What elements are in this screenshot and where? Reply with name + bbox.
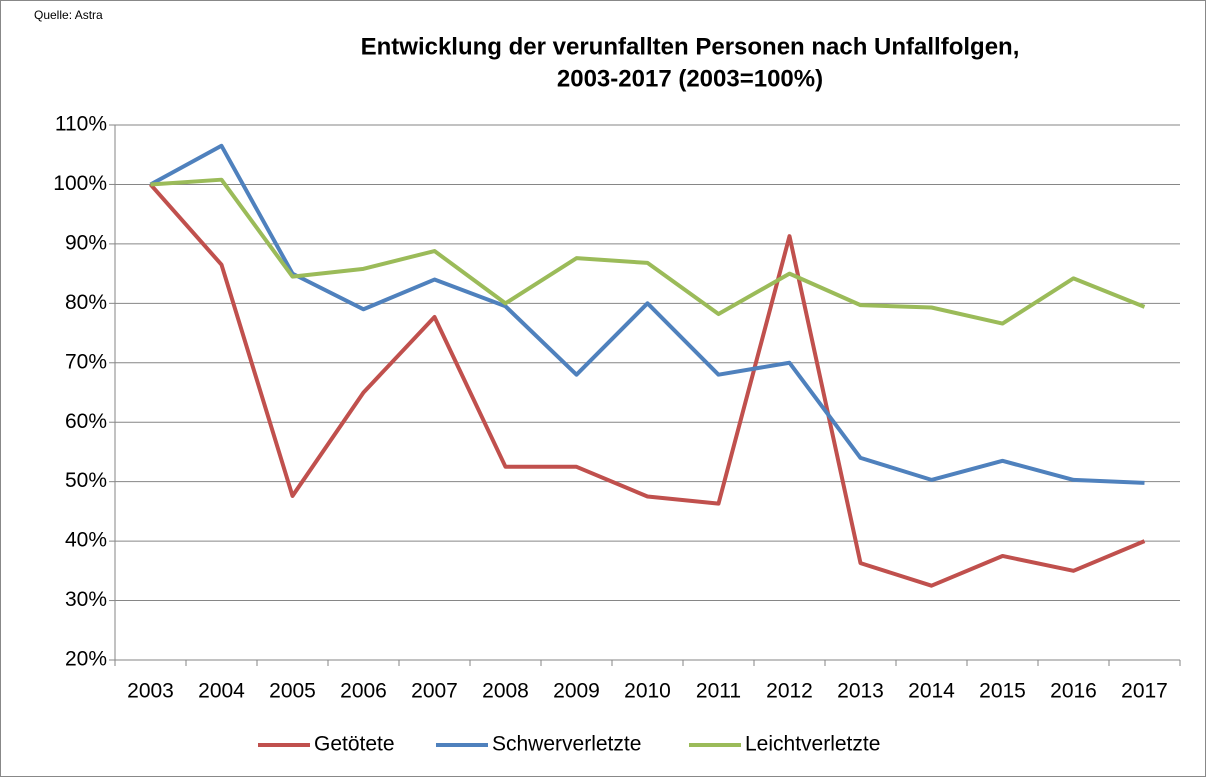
y-tick-label: 110% — [55, 113, 107, 136]
x-tick-label: 2005 — [269, 680, 316, 703]
x-tick-label: 2015 — [979, 680, 1026, 703]
x-tick-label: 2007 — [411, 680, 458, 703]
series-line — [149, 143, 1145, 485]
x-tick-label: 2012 — [766, 680, 813, 703]
legend-label: Leichtverletzte — [745, 733, 880, 756]
chart-title: 2003-2017 (2003=100%) — [557, 65, 823, 92]
x-tick-label: 2006 — [340, 680, 387, 703]
y-tick-label: 40% — [65, 529, 107, 552]
y-tick-label: 50% — [65, 469, 107, 492]
x-tick-label: 2011 — [696, 680, 741, 703]
x-tick-label: 2014 — [908, 680, 955, 703]
source-note: Quelle: Astra — [34, 8, 103, 22]
y-tick-label: 100% — [53, 172, 107, 195]
y-tick-label: 20% — [65, 648, 107, 671]
legend-label: Schwerverletzte — [492, 733, 641, 756]
series-line — [150, 177, 1146, 326]
legend-label: Getötete — [314, 733, 395, 756]
x-tick-label: 2017 — [1121, 680, 1168, 703]
x-tick-label: 2004 — [198, 680, 245, 703]
y-tick-label: 70% — [65, 350, 107, 373]
y-tick-label: 30% — [65, 588, 107, 611]
x-tick-label: 2008 — [482, 680, 529, 703]
x-tick-label: 2010 — [624, 680, 671, 703]
x-tick-label: 2003 — [127, 680, 174, 703]
y-tick-label: 90% — [65, 231, 107, 254]
y-tick-label: 60% — [65, 410, 107, 433]
series-line — [149, 183, 1146, 588]
x-tick-label: 2013 — [837, 680, 884, 703]
x-tick-label: 2016 — [1050, 680, 1097, 703]
x-tick-label: 2009 — [553, 680, 600, 703]
chart-title: Entwicklung der verunfallten Personen na… — [361, 33, 1020, 60]
y-tick-label: 80% — [65, 291, 107, 314]
